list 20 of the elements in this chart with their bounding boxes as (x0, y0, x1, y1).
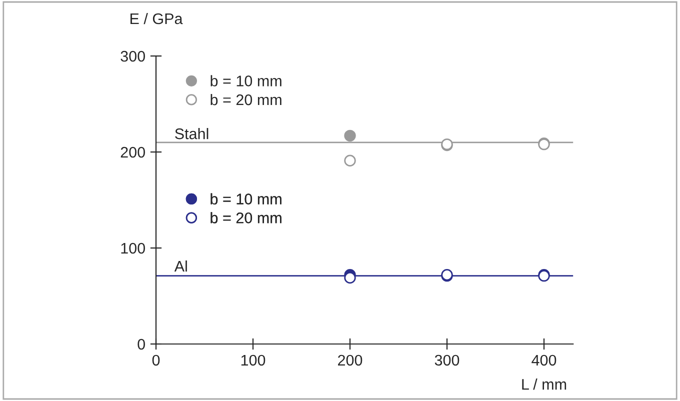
y-tick-label: 200 (120, 146, 145, 158)
y-tick-label: 100 (121, 242, 145, 254)
y-axis-title: E / GPa (130, 12, 183, 24)
legend-label: b = 10 mm (210, 75, 282, 86)
x-tick-label: 200 (338, 354, 362, 366)
y-tick-label: 300 (120, 50, 145, 62)
x-tick-label: 100 (241, 354, 266, 366)
y-tick-label: 0 (138, 338, 145, 350)
legend-label: b = 10 mm (210, 193, 282, 204)
point (344, 154, 356, 166)
legend-label: b = 20 mm (210, 94, 282, 106)
point (344, 272, 356, 284)
x-tick-label: 400 (532, 354, 556, 366)
x-tick-label: 300 (434, 354, 460, 366)
x-axis-title: L / mm (522, 378, 566, 390)
annotation: Al (174, 260, 187, 272)
legend-label: b = 20 mm (210, 212, 282, 224)
annotation: Stahl (175, 128, 208, 140)
point (344, 130, 356, 142)
x-tick-label: 0 (152, 354, 160, 366)
